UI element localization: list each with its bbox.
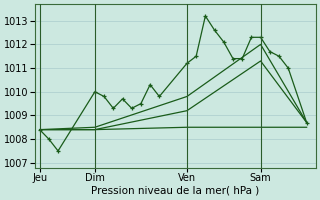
X-axis label: Pression niveau de la mer( hPa ): Pression niveau de la mer( hPa ) (91, 186, 260, 196)
